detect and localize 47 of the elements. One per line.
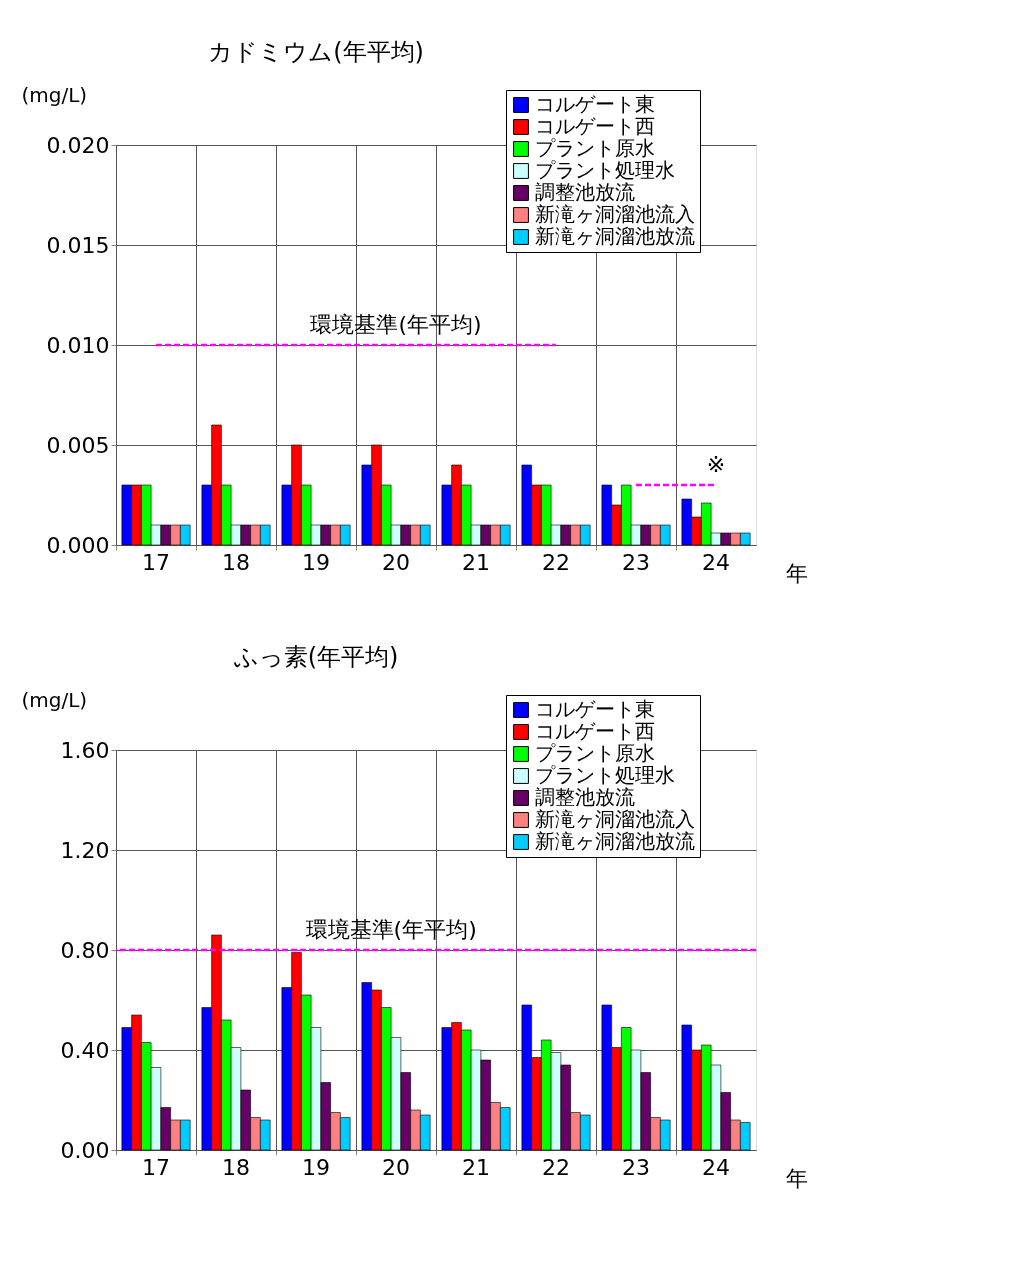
- legend-label: 調整池放流: [535, 785, 635, 809]
- x-tick-label: 19: [302, 1154, 330, 1180]
- annotation: ※: [706, 452, 726, 477]
- y-tick-label: 0.80: [60, 937, 110, 963]
- y-tick-label: 0.020: [46, 132, 110, 158]
- legend-label: 新滝ヶ洞溜池放流: [535, 224, 695, 248]
- legend-label: 調整池放流: [535, 180, 635, 204]
- x-tick-label: 22: [542, 549, 570, 575]
- legend-label: 新滝ヶ洞溜池放流: [535, 829, 695, 853]
- x-tick-label: 18: [222, 549, 250, 575]
- x-tick-label: 23: [622, 1154, 650, 1180]
- y-axis-title: (mg/L): [21, 687, 88, 712]
- x-tick-label: 24: [702, 549, 730, 575]
- x-tick-label: 17: [142, 1154, 170, 1180]
- y-tick-label: 0.000: [46, 532, 110, 558]
- y-tick-label: 0.015: [46, 232, 110, 258]
- x-tick-label: 20: [382, 549, 410, 575]
- chart-title: ふっ素(年平均): [232, 643, 399, 671]
- x-tick-label: 22: [542, 1154, 570, 1180]
- legend-label: コルゲート西: [535, 114, 655, 138]
- y-tick-label: 0.00: [60, 1137, 110, 1163]
- x-tick-label: 19: [302, 549, 330, 575]
- x-axis-title: 年: [785, 1165, 808, 1191]
- chart-title: カドミウム(年平均): [208, 38, 424, 66]
- y-tick-label: 0.010: [46, 332, 110, 358]
- legend-label: プラント処理水: [535, 763, 675, 787]
- x-tick-label: 17: [142, 549, 170, 575]
- x-tick-label: 18: [222, 1154, 250, 1180]
- x-tick-label: 20: [382, 1154, 410, 1180]
- y-tick-label: 0.40: [60, 1037, 110, 1063]
- x-tick-label: 23: [622, 549, 650, 575]
- legend-label: 新滝ヶ洞溜池流入: [535, 807, 695, 831]
- legend-label: コルゲート西: [535, 719, 655, 743]
- x-tick-label: 21: [462, 549, 490, 575]
- x-axis-title: 年: [785, 560, 808, 586]
- y-tick-label: 0.005: [46, 432, 110, 458]
- legend-label: コルゲート東: [535, 92, 655, 116]
- legend-label: コルゲート東: [535, 697, 655, 721]
- y-tick-label: 1.60: [60, 737, 110, 763]
- y-tick-label: 1.20: [60, 837, 110, 863]
- legend-label: プラント処理水: [535, 158, 675, 182]
- y-axis-title: (mg/L): [21, 82, 88, 107]
- x-tick-label: 21: [462, 1154, 490, 1180]
- legend-label: プラント原水: [535, 136, 655, 160]
- x-tick-label: 24: [702, 1154, 730, 1180]
- legend-label: プラント原水: [535, 741, 655, 765]
- legend-label: 新滝ヶ洞溜池流入: [535, 202, 695, 226]
